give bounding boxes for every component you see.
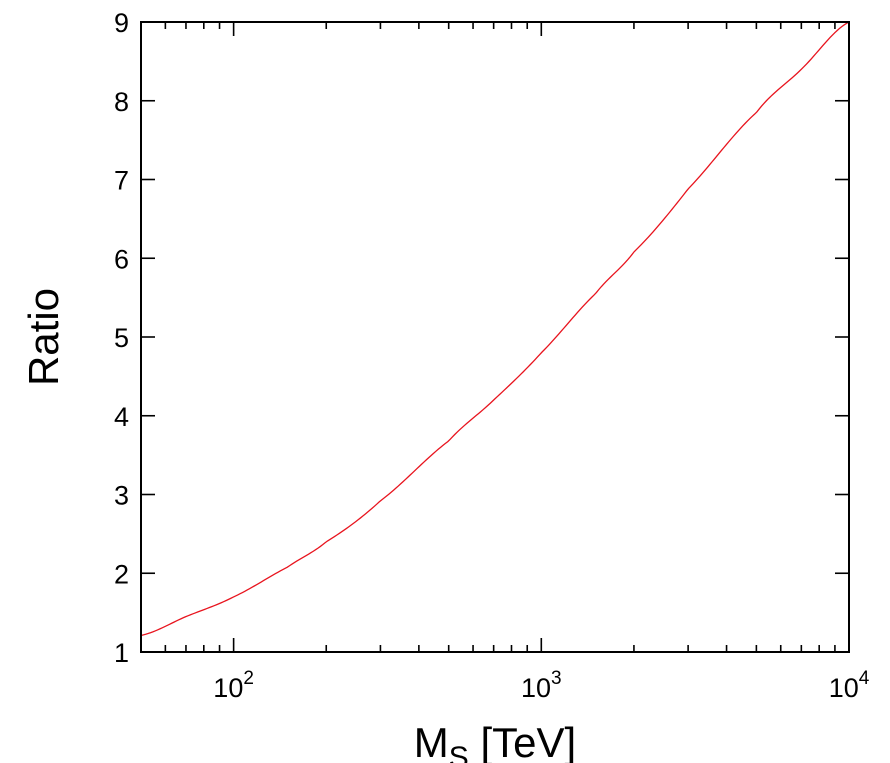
y-tick-label: 8 bbox=[114, 87, 129, 117]
x-axis-title: MS [TeV] bbox=[414, 719, 576, 763]
y-tick-label: 4 bbox=[114, 402, 129, 432]
x-tick-label: 103 bbox=[521, 668, 562, 703]
x-tick-label: 102 bbox=[213, 668, 254, 703]
y-tick-label: 5 bbox=[114, 323, 129, 353]
ticks bbox=[140, 21, 850, 653]
x-tick-label: 104 bbox=[829, 668, 870, 703]
y-tick-label: 7 bbox=[114, 166, 129, 196]
y-axis-title: Ratio bbox=[20, 288, 67, 386]
x-axis-title-unit: [TeV] bbox=[469, 719, 576, 763]
x-axis-title-main: M bbox=[414, 719, 449, 763]
y-tick-label: 6 bbox=[114, 244, 129, 274]
plot-frame bbox=[140, 21, 850, 653]
tick-labels: 1 2 3 4 5 6 7 8 9 102 103 104 bbox=[114, 8, 870, 703]
y-tick-label: 2 bbox=[114, 559, 129, 589]
y-tick-label: 9 bbox=[114, 8, 129, 38]
y-tick-label: 1 bbox=[114, 638, 129, 668]
y-tick-label: 3 bbox=[114, 481, 129, 511]
series-line bbox=[140, 21, 850, 637]
x-axis-title-sub: S bbox=[449, 741, 469, 763]
